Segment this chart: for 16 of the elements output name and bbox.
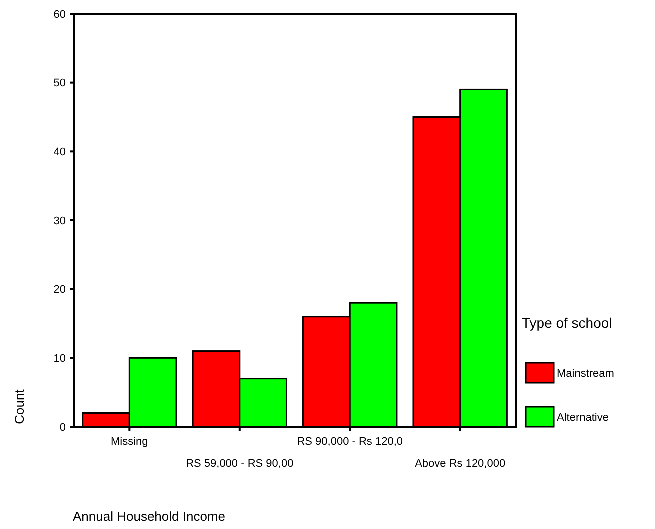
x-tick-label: RS 59,000 - RS 90,00 [186,458,294,470]
y-tick-label: 50 [54,78,66,90]
y-axis-title: Count [12,389,27,424]
legend-label: Alternative [557,412,609,424]
x-axis-title: Annual Household Income [73,509,226,524]
legend-title: Type of school [522,315,612,331]
y-tick-label: 40 [54,146,66,159]
y-tick-label: 10 [54,353,66,366]
x-tick-label: RS 90,000 - Rs 120,0 [297,436,404,448]
y-tick-label: 30 [54,215,66,228]
y-tick-label: 20 [54,284,66,296]
x-tick-label: Above Rs 120,000 [415,458,506,470]
legend-label: Mainstream [557,368,614,380]
y-tick-label: 60 [54,8,66,21]
x-tick-label: Missing [111,436,148,448]
y-tick-label: 0 [60,422,66,434]
